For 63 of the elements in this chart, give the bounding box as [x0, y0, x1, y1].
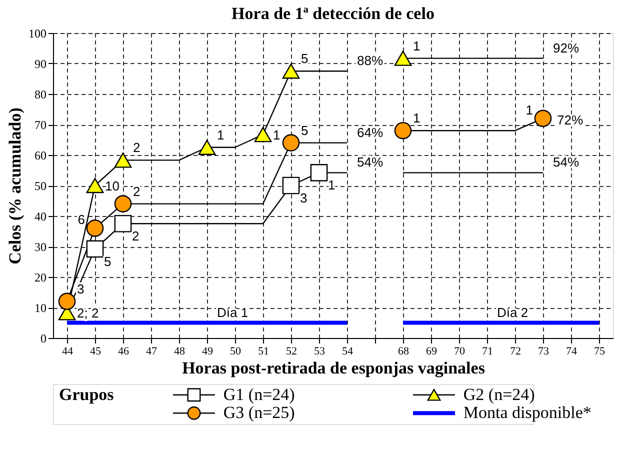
- y-tick-label: 10: [34, 301, 46, 315]
- annotation: 72%: [557, 112, 584, 128]
- annotation: 1: [273, 128, 280, 143]
- annotation: 1: [526, 102, 533, 118]
- annotation: 2: [133, 140, 140, 156]
- y-tick-label: 70: [34, 118, 46, 132]
- annotation: 1: [328, 178, 336, 193]
- x-tick-label: 53: [314, 346, 326, 358]
- x-tick-label: 46: [118, 346, 130, 358]
- annotation: 54%: [553, 154, 580, 170]
- annotation: 54%: [357, 154, 384, 170]
- y-tick-label: 30: [34, 240, 46, 254]
- annotation: 1: [413, 38, 420, 54]
- x-tick-label: 75: [594, 346, 606, 358]
- y-axis-title: Celos (% acumulado): [6, 108, 24, 264]
- y-tick-label: 20: [34, 270, 46, 284]
- annotation: 3: [77, 281, 84, 296]
- annotation: 1: [413, 110, 420, 126]
- x-tick-label: 49: [202, 346, 214, 358]
- x-tick-label: 73: [538, 346, 550, 358]
- y-tick-label: 0: [40, 332, 46, 346]
- legend-label: G1 (n=24): [223, 384, 295, 404]
- annotation: 92%: [553, 40, 580, 56]
- y-tick-label: 90: [34, 57, 46, 71]
- annotation: 6: [78, 212, 85, 228]
- x-tick-label: 44: [62, 346, 74, 358]
- legend-label: Monta disponible*: [463, 403, 592, 422]
- annotation: 5: [104, 254, 112, 269]
- x-tick-label: 70: [454, 346, 466, 358]
- legend-title: Grupos: [59, 384, 114, 404]
- y-tick-label: 60: [34, 148, 46, 162]
- annotation: 2; 2: [77, 306, 99, 321]
- annotation: Día 2: [497, 304, 528, 320]
- x-tick-label: 68: [398, 346, 410, 358]
- annotation: 5: [301, 51, 308, 66]
- annotation: 88%: [357, 53, 384, 68]
- legend-label: G2 (n=24): [463, 384, 535, 404]
- annotation: 3: [300, 190, 308, 206]
- legend-label: G3 (n=25): [223, 403, 295, 422]
- annotation: 2: [133, 184, 140, 199]
- x-tick-label: 69: [426, 346, 438, 358]
- x-tick-label: 45: [90, 346, 102, 358]
- y-tick-label: 80: [34, 88, 46, 102]
- x-axis-title: Horas post-retirada de esponjas vaginales: [182, 358, 486, 378]
- annotation: 2: [132, 228, 140, 244]
- x-tick-label: 74: [566, 346, 578, 358]
- x-tick-label: 50: [230, 346, 242, 358]
- y-tick-label: 50: [34, 179, 46, 193]
- x-tick-label: 48: [174, 346, 186, 358]
- x-tick-label: 47: [146, 346, 158, 358]
- y-tick-label: 40: [34, 210, 46, 224]
- annotation: 5: [301, 122, 308, 138]
- x-tick-label: 51: [258, 346, 269, 358]
- annotation: 64%: [357, 124, 384, 140]
- x-tick-label: 54: [342, 346, 354, 358]
- annotation: 1: [217, 127, 224, 142]
- y-tick-label: 100: [28, 26, 46, 40]
- annotation: 10: [105, 178, 120, 194]
- chart-title: Hora de 1ª detección de celo: [232, 4, 434, 23]
- annotation: Día 1: [217, 304, 248, 320]
- x-tick-label: 52: [286, 346, 297, 358]
- x-tick-label: 72: [510, 346, 521, 358]
- x-tick-label: 71: [482, 346, 493, 358]
